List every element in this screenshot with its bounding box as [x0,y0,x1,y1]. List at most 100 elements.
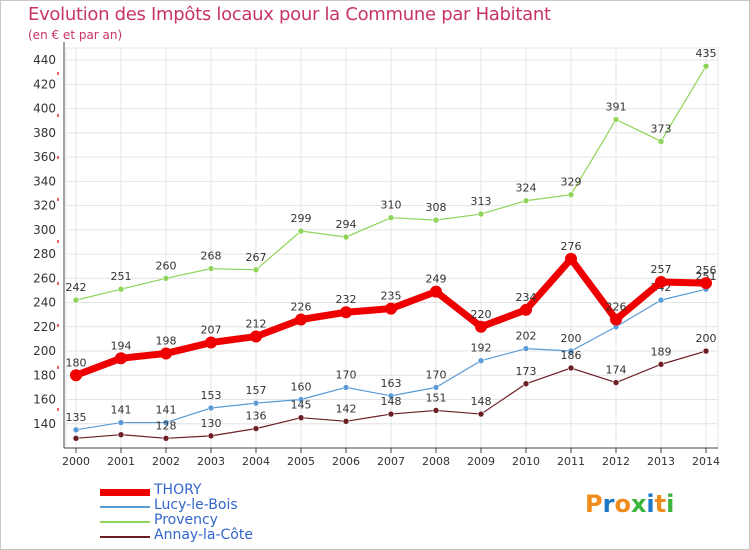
data-label: 141 [111,404,132,417]
data-point [252,399,260,407]
x-tick-label: 2013 [647,455,675,468]
data-label: 160 [291,381,312,394]
data-point [72,435,80,442]
x-tick-label: 2004 [242,455,270,468]
data-point [430,285,442,298]
x-tick-label: 2009 [467,455,495,468]
data-label: 232 [336,293,357,306]
data-label: 251 [111,270,132,283]
data-point [520,303,532,316]
data-point [117,419,125,426]
data-label: 174 [606,364,627,377]
data-point [297,227,305,235]
data-point [340,306,352,319]
x-tick-label: 2014 [692,455,720,468]
chart-subtitle: (en € et par an) [28,28,123,42]
logo-letter: i [646,490,655,518]
logo-letter: i [666,490,675,518]
y-tick-label: 340 [33,174,56,188]
data-point [297,396,305,403]
data-point [702,347,710,355]
data-label: 180 [66,356,87,369]
data-point [387,392,395,400]
data-label: 142 [336,402,357,415]
logo-letter: t [654,490,667,518]
legend-swatch [100,488,150,496]
data-point [162,275,170,282]
data-point [567,191,575,198]
data-label: 234 [516,291,537,304]
data-label: 128 [156,419,177,432]
data-label: 135 [66,411,87,424]
legend-swatch [100,521,150,523]
data-label: 202 [516,330,537,343]
y-tick-label: 140 [33,417,56,431]
data-point [432,384,440,391]
data-point [432,216,440,224]
data-label: 198 [156,334,177,347]
data-label: 207 [201,324,222,337]
x-tick-label: 2002 [152,455,180,468]
data-label: 226 [291,301,312,314]
y-tick-label: 180 [33,368,56,382]
data-label: 435 [696,47,717,60]
legend-label: THORY [154,482,202,498]
data-label: 329 [561,176,582,189]
x-tick-label: 2000 [62,455,90,468]
data-point [162,419,170,426]
data-point [610,313,622,326]
data-label: 313 [471,195,492,208]
data-label: 192 [471,342,492,355]
data-point [297,414,305,421]
data-point [477,357,485,365]
data-point [342,384,350,391]
data-label: 130 [201,417,222,430]
data-point [702,62,710,70]
x-tick-label: 2006 [332,455,360,468]
data-point [655,275,667,288]
data-point [252,425,260,432]
data-label: 148 [471,395,492,408]
data-point [657,138,665,145]
data-point [385,302,397,315]
y-tick-label: 240 [33,296,56,310]
y-tick-label: 420 [33,77,56,91]
data-point [522,345,530,352]
x-tick-label: 2008 [422,455,450,468]
y-tick-label: 400 [33,102,56,116]
data-point [522,380,530,388]
proxiti-logo: Proxiti [585,490,674,518]
data-label: 189 [651,345,672,358]
data-point [342,418,350,425]
chart-title: Evolution des Impôts locaux pour la Comm… [28,4,551,25]
logo-letter: r [602,490,615,518]
data-point [72,426,80,434]
data-point [612,116,620,123]
data-point [522,197,530,205]
data-label: 157 [246,384,267,397]
y-tick-label: 260 [33,271,56,285]
data-point [72,296,80,304]
y-tick-label: 360 [33,150,56,164]
data-label: 170 [426,368,447,381]
data-point [477,210,485,218]
data-label: 276 [561,240,582,253]
x-tick-label: 2011 [557,455,585,468]
legend-label: Lucy-le-Bois [154,497,238,513]
data-label: 220 [471,308,492,321]
data-label: 200 [561,332,582,345]
data-label: 235 [381,290,402,303]
data-point [250,330,262,343]
data-label: 170 [336,368,357,381]
logo-letter: o [614,490,631,518]
y-tick-label: 380 [33,126,56,140]
legend-label: Provency [154,512,218,528]
data-label: 391 [606,101,627,114]
x-tick-label: 2001 [107,455,135,468]
y-tick-label: 320 [33,199,56,213]
data-point [117,285,125,293]
data-point [207,404,215,412]
data-label: 310 [381,199,402,212]
